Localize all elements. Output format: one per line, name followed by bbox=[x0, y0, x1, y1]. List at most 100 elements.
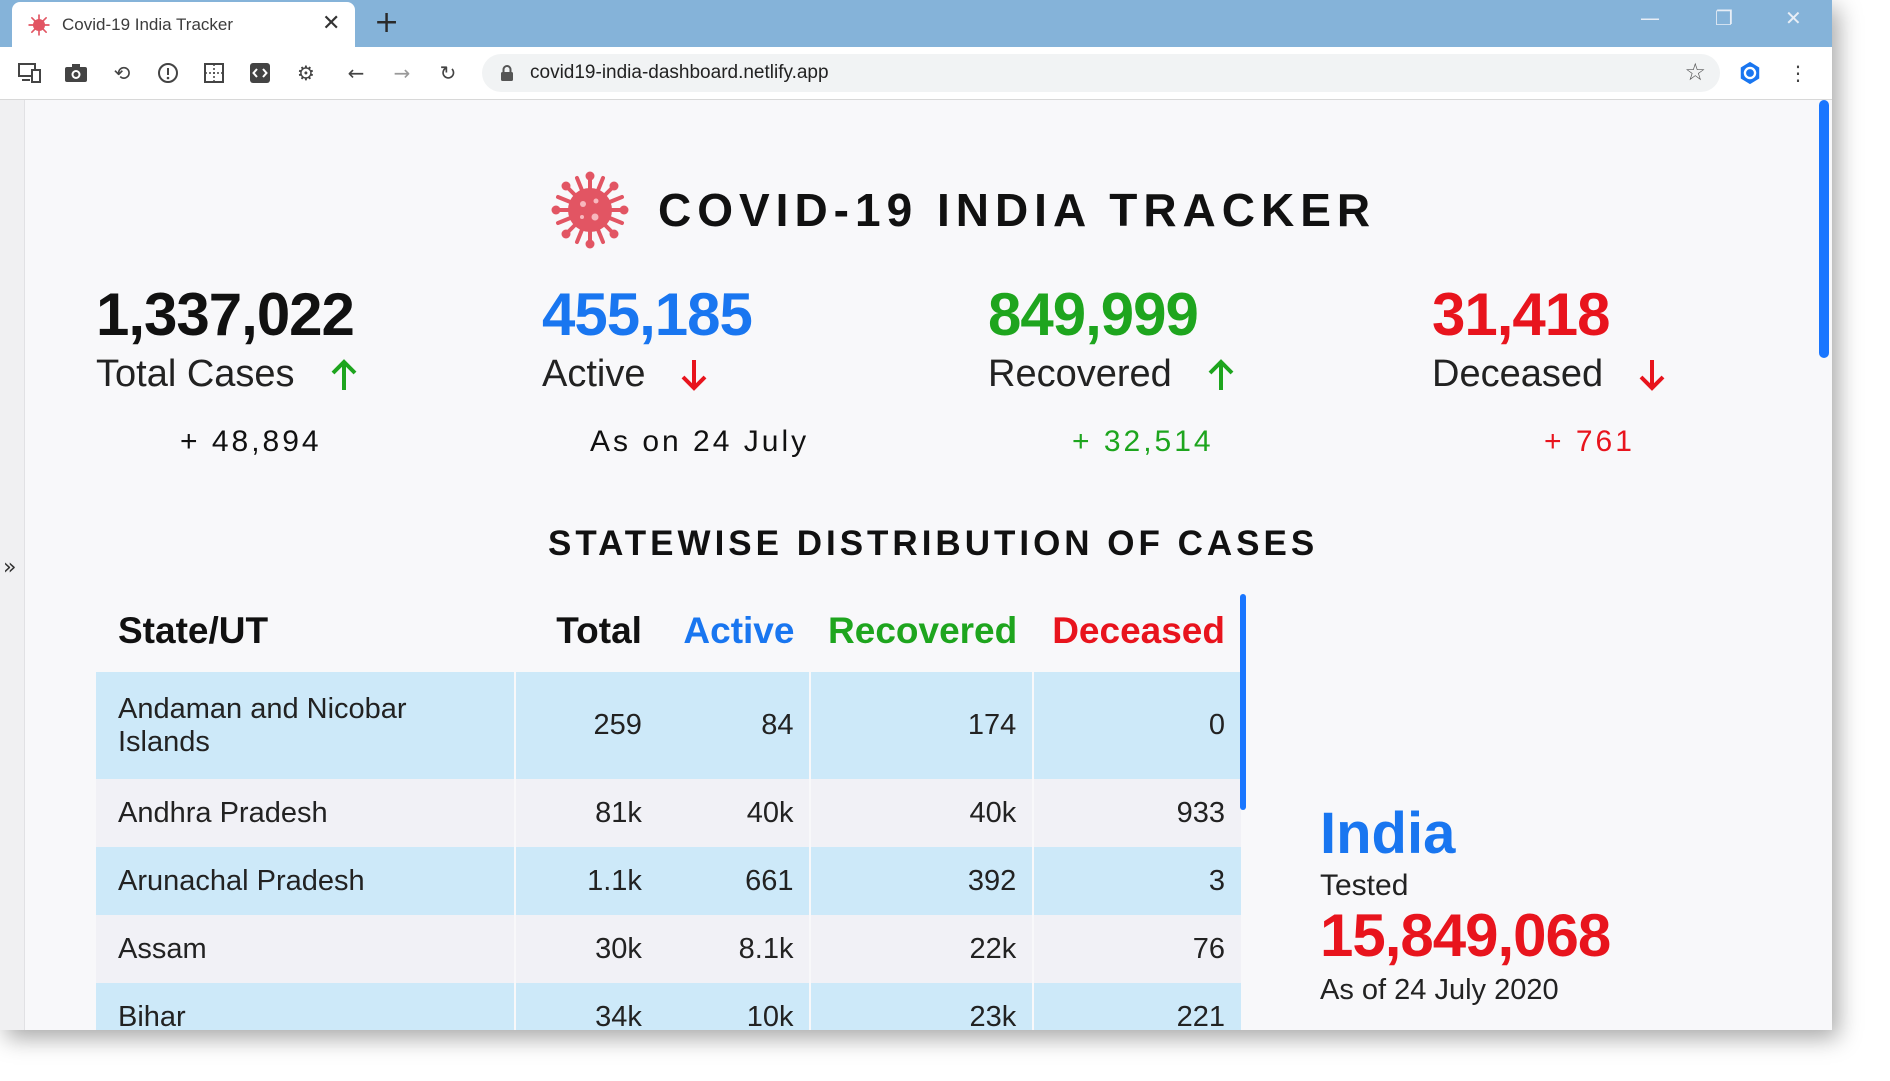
column-header-total[interactable]: Total bbox=[556, 610, 642, 651]
address-bar[interactable]: covid19-india-dashboard.netlify.app ☆ bbox=[482, 54, 1720, 92]
deceased-cell: 933 bbox=[1032, 779, 1241, 847]
back-icon[interactable]: ← bbox=[347, 61, 365, 85]
column-header-recovered[interactable]: Recovered bbox=[828, 610, 1018, 651]
deceased-cell: 76 bbox=[1032, 915, 1241, 983]
browser-toolbar: ⟲ ⚙ ← → ↻ covid19-india-dashboard.netlif… bbox=[0, 47, 1832, 100]
page-scroll-thumb[interactable] bbox=[1819, 100, 1829, 358]
recovered-cell: 392 bbox=[809, 847, 1034, 915]
state-name: Arunachal Pradesh bbox=[96, 847, 516, 915]
total-cell: 1.1k bbox=[514, 847, 658, 915]
page-scrollbar[interactable] bbox=[1816, 100, 1832, 1030]
recovered-delta: + 32,514 bbox=[1072, 425, 1214, 458]
covid-virus-icon bbox=[551, 171, 629, 249]
grid-icon[interactable] bbox=[202, 61, 226, 85]
active-cell: 10k bbox=[657, 983, 811, 1030]
tested-label: Tested bbox=[1320, 869, 1409, 902]
total-cell: 34k bbox=[514, 983, 658, 1030]
column-header-state[interactable]: State/UT bbox=[118, 610, 269, 651]
restore-icon[interactable]: ❐ bbox=[1715, 6, 1733, 30]
tested-date: As of 24 July 2020 bbox=[1320, 974, 1559, 1006]
url-text: covid19-india-dashboard.netlify.app bbox=[530, 62, 829, 83]
gear-icon[interactable]: ⚙ bbox=[297, 61, 315, 85]
table-row[interactable]: Assam 30k 8.1k 22k 76 bbox=[96, 915, 1241, 983]
up-arrow-icon bbox=[331, 358, 356, 390]
state-name: Andhra Pradesh bbox=[96, 779, 516, 847]
page-header: COVID-19 INDIA TRACKER bbox=[550, 170, 1376, 250]
statewise-title: STATEWISE DISTRIBUTION OF CASES bbox=[548, 524, 1319, 563]
active-date: As on 24 July bbox=[590, 425, 810, 458]
down-arrow-icon bbox=[1639, 359, 1665, 391]
total-cell: 259 bbox=[514, 672, 658, 779]
recovered-cell: 174 bbox=[809, 672, 1034, 779]
table-row[interactable]: Arunachal Pradesh 1.1k 661 392 3 bbox=[96, 847, 1241, 915]
close-window-icon[interactable]: ✕ bbox=[1785, 6, 1802, 30]
kebab-menu-icon[interactable]: ⋮ bbox=[1788, 61, 1808, 85]
browser-window: Covid-19 India Tracker ✕ + — ❐ ✕ ⟲ ⚙ ← →… bbox=[0, 0, 1832, 1030]
total-cases-delta: + 48,894 bbox=[180, 425, 322, 458]
table-row[interactable]: Andaman and Nicobar Islands 259 84 174 0 bbox=[96, 672, 1241, 779]
india-summary: India Tested 15,849,068 As of 24 July 20… bbox=[1320, 800, 1611, 1007]
recovered-cell: 23k bbox=[809, 983, 1034, 1030]
deceased-label: Deceased bbox=[1432, 353, 1604, 395]
active-cell: 84 bbox=[657, 672, 811, 779]
up-arrow-icon bbox=[1208, 358, 1234, 390]
active-cell: 40k bbox=[657, 779, 811, 847]
table-row[interactable]: Andhra Pradesh 81k 40k 40k 933 bbox=[96, 779, 1241, 847]
total-cases-label: Total Cases bbox=[96, 353, 295, 395]
active-label: Active bbox=[542, 353, 646, 395]
lock-icon bbox=[501, 65, 513, 81]
page-title: COVID-19 INDIA TRACKER bbox=[658, 184, 1377, 236]
active-cell: 661 bbox=[657, 847, 811, 915]
code-icon[interactable] bbox=[248, 61, 272, 85]
total-cell: 81k bbox=[514, 779, 658, 847]
statewise-table: State/UT Total Active Recovered Deceased… bbox=[96, 590, 1241, 1030]
table-scrollbar[interactable] bbox=[1240, 594, 1246, 810]
state-name: Andaman and Nicobar Islands bbox=[96, 672, 516, 779]
column-header-deceased[interactable]: Deceased bbox=[1052, 610, 1225, 651]
expand-icon[interactable]: » bbox=[3, 555, 17, 580]
deceased-cell: 221 bbox=[1032, 983, 1241, 1030]
extension-icon[interactable] bbox=[1738, 61, 1762, 85]
stat-deceased: 31,418 Deceased bbox=[1432, 280, 1667, 396]
state-name: Bihar bbox=[96, 983, 516, 1030]
total-cell: 30k bbox=[514, 915, 658, 983]
stat-recovered: 849,999 Recovered bbox=[988, 280, 1236, 396]
forward-icon[interactable]: → bbox=[393, 61, 411, 85]
recovered-cell: 22k bbox=[809, 915, 1034, 983]
new-tab-button[interactable]: + bbox=[374, 5, 400, 40]
stat-total: 1,337,022 Total Cases bbox=[96, 280, 359, 396]
table-header-row: State/UT Total Active Recovered Deceased bbox=[96, 590, 1241, 672]
stat-active: 455,185 Active bbox=[542, 280, 753, 396]
column-header-active[interactable]: Active bbox=[683, 610, 795, 651]
table-row[interactable]: Bihar 34k 10k 23k 221 bbox=[96, 983, 1241, 1030]
covid-virus-icon bbox=[28, 14, 50, 36]
deceased-delta: + 761 bbox=[1544, 425, 1635, 458]
star-icon[interactable]: ☆ bbox=[1684, 58, 1706, 86]
deceased-cell: 3 bbox=[1032, 847, 1241, 915]
tab-strip: Covid-19 India Tracker ✕ + — ❐ ✕ bbox=[0, 0, 1832, 47]
recovered-value: 849,999 bbox=[988, 281, 1199, 348]
tab-title: Covid-19 India Tracker bbox=[62, 15, 234, 34]
close-tab-icon[interactable]: ✕ bbox=[322, 11, 341, 36]
tested-count: 15,849,068 bbox=[1320, 902, 1611, 969]
camera-icon[interactable] bbox=[64, 61, 88, 85]
statewise-table-container[interactable]: State/UT Total Active Recovered Deceased… bbox=[96, 590, 1241, 1030]
state-name: Assam bbox=[96, 915, 516, 983]
deceased-cell: 0 bbox=[1032, 672, 1241, 779]
active-cell: 8.1k bbox=[657, 915, 811, 983]
deceased-value: 31,418 bbox=[1432, 281, 1611, 348]
country-name: India bbox=[1320, 801, 1456, 866]
browser-tab[interactable]: Covid-19 India Tracker ✕ bbox=[12, 2, 355, 47]
down-arrow-icon bbox=[682, 359, 707, 391]
total-cases-value: 1,337,022 bbox=[96, 281, 355, 348]
page-content: » COVID-19 INDIA TRACKER 1, bbox=[0, 100, 1832, 1030]
reload-icon[interactable]: ↻ bbox=[439, 61, 457, 85]
info-icon[interactable] bbox=[156, 61, 180, 85]
active-value: 455,185 bbox=[542, 281, 753, 348]
side-panel-gutter: » bbox=[0, 100, 25, 1030]
minimize-icon[interactable]: — bbox=[1640, 6, 1660, 30]
recovered-label: Recovered bbox=[988, 353, 1172, 395]
devices-icon[interactable] bbox=[18, 61, 42, 85]
recovered-cell: 40k bbox=[809, 779, 1034, 847]
refresh-alt-icon[interactable]: ⟲ bbox=[113, 61, 131, 85]
